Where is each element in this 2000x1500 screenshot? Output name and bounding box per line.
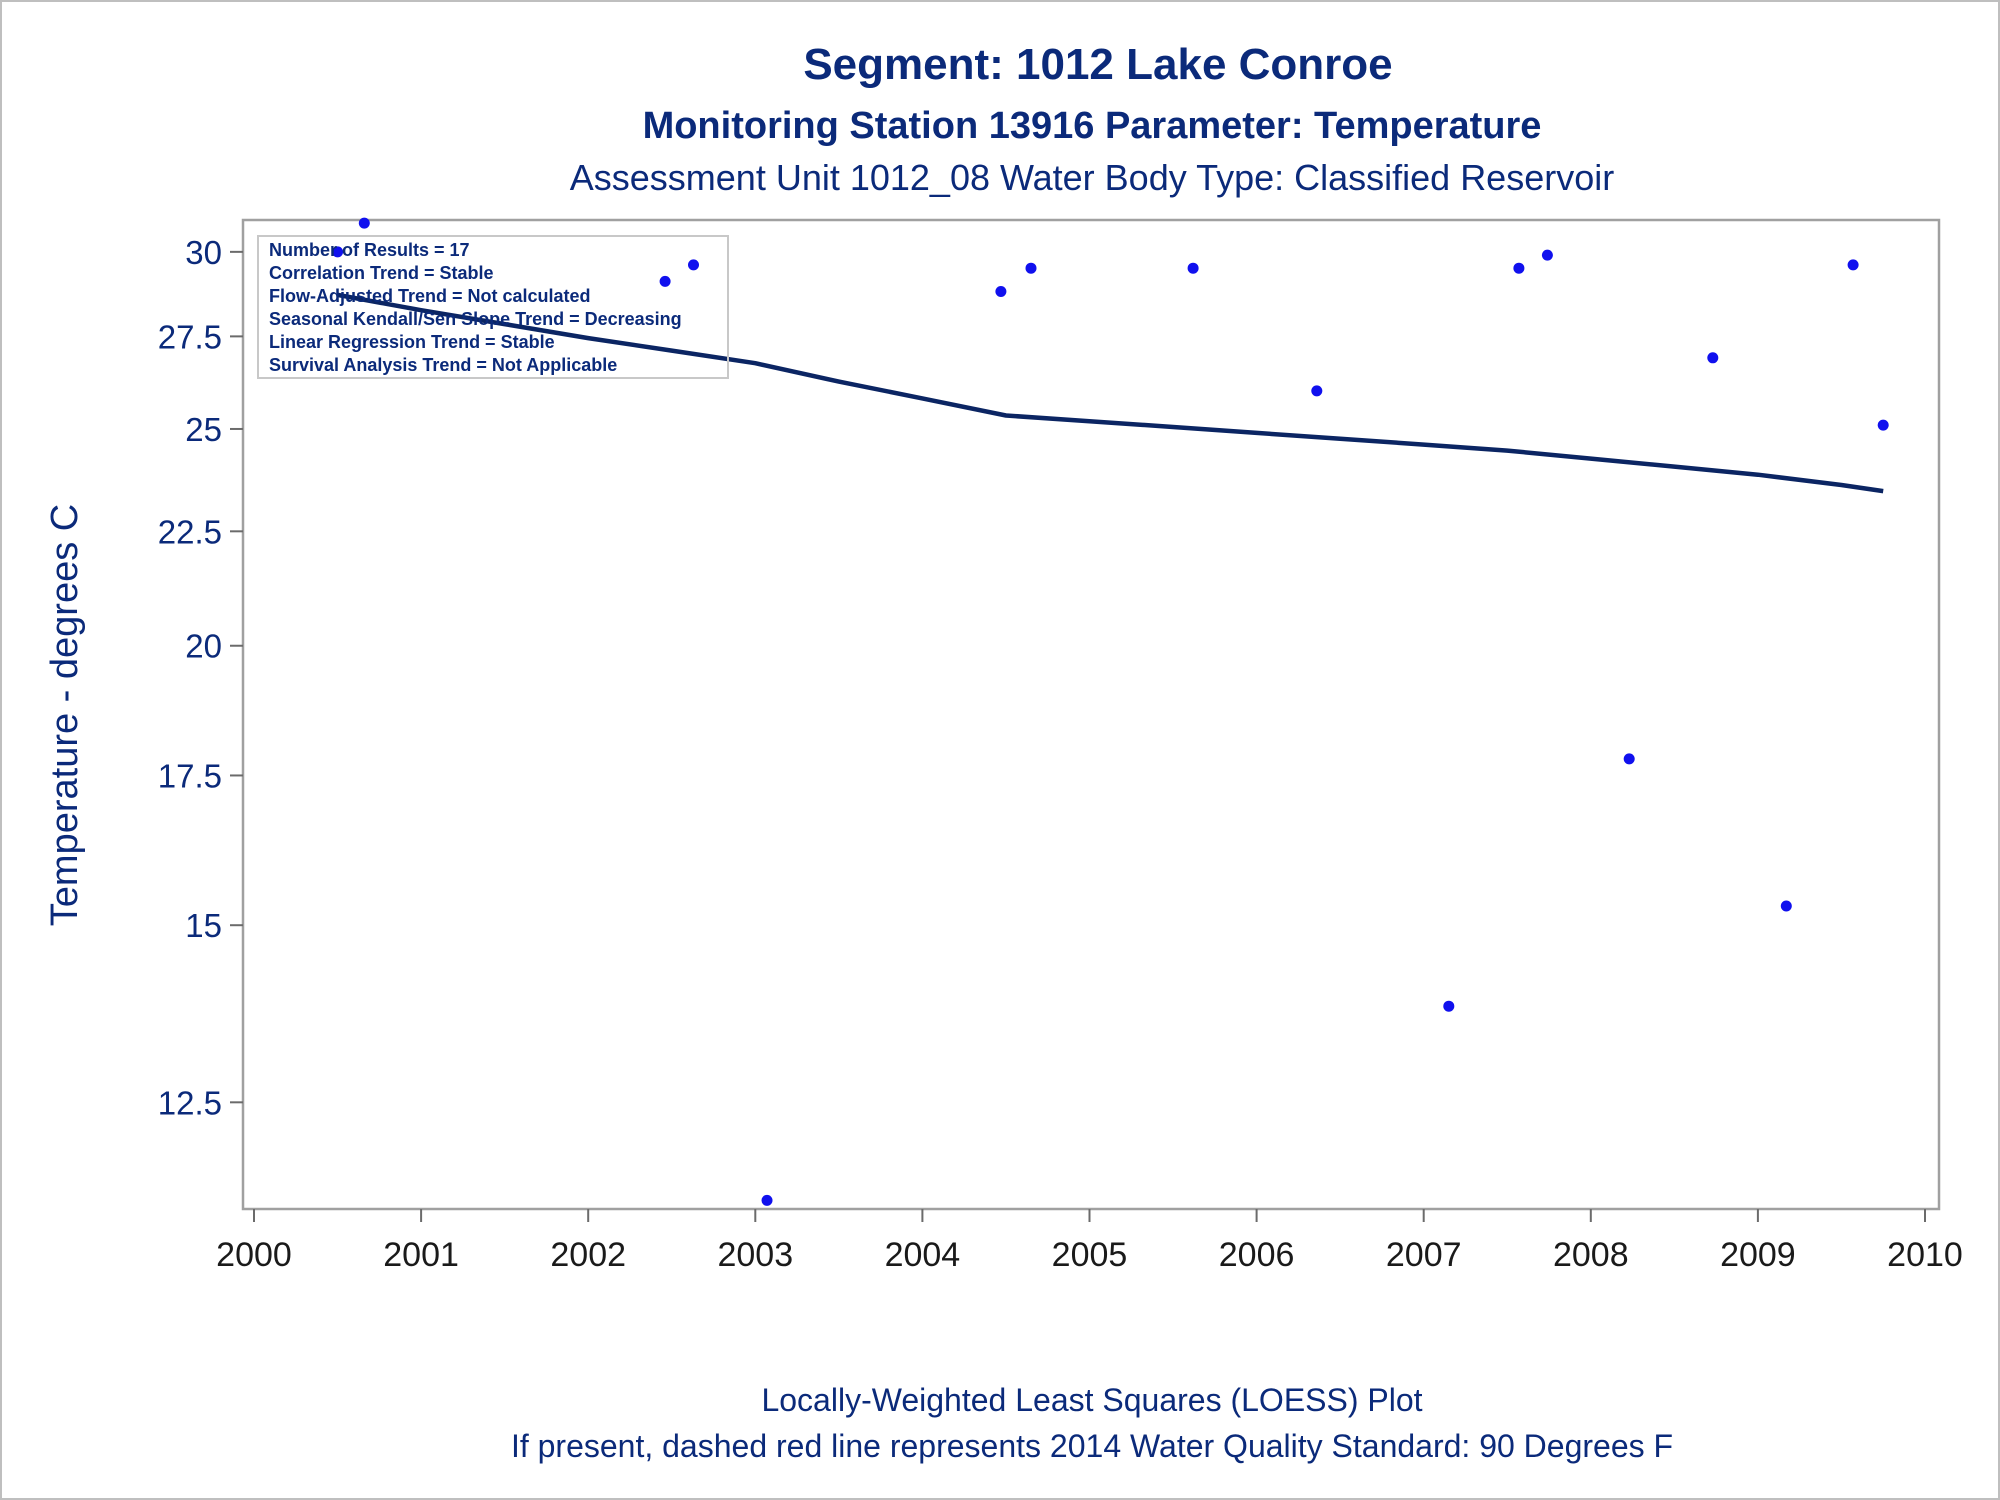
x-tick-label: 2003 — [717, 1236, 793, 1274]
footnote-2: If present, dashed red line represents 2… — [511, 1428, 1673, 1464]
points-layer — [332, 217, 1889, 1206]
footnote-1: Locally-Weighted Least Squares (LOESS) P… — [761, 1382, 1422, 1418]
loess-layer — [337, 292, 1884, 494]
y-tick-label: 12.5 — [158, 1084, 222, 1121]
plot-area — [241, 218, 1941, 1211]
data-point — [659, 275, 671, 287]
data-point — [1847, 259, 1859, 271]
x-tick-label: 2004 — [885, 1236, 961, 1274]
x-axis: 2000 2001 2002 2003 2004 2005 2006 2007 2008 2009… — [216, 1209, 1963, 1274]
stats-line: Flow-Adjusted Trend = Not calculated — [269, 286, 591, 306]
data-point — [1877, 419, 1889, 431]
stats-line: Number of Results = 17 — [269, 240, 470, 260]
x-tick-label: 2006 — [1219, 1236, 1295, 1274]
chart-subtitle-1: Monitoring Station 13916 Parameter: Temp… — [643, 105, 1542, 147]
data-point — [1623, 753, 1635, 765]
stats-line: Survival Analysis Trend = Not Applicable — [269, 355, 617, 375]
data-point — [1707, 352, 1719, 364]
data-point — [358, 217, 370, 229]
loess-line — [337, 292, 1884, 494]
data-point — [1311, 385, 1323, 397]
stats-box-border — [257, 235, 729, 379]
x-tick-label: 2002 — [550, 1236, 626, 1274]
y-tick-label: 17.5 — [158, 757, 222, 794]
y-tick-label: 15 — [185, 907, 222, 944]
data-point — [688, 259, 699, 271]
chart-subtitle-2: Assessment Unit 1012_08 Water Body Type:… — [570, 157, 1614, 198]
data-point — [1025, 262, 1037, 274]
data-point — [1513, 262, 1525, 274]
stats-line: Correlation Trend = Stable — [269, 263, 494, 283]
x-tick-label: 2007 — [1386, 1236, 1462, 1274]
x-tick-label: 2009 — [1720, 1236, 1796, 1274]
stats-line: Seasonal Kendall/Sen Slope Trend = Decre… — [269, 309, 682, 329]
x-tick-label: 2000 — [216, 1236, 292, 1274]
stats-box: Number of Results = 17 Correlation Trend… — [257, 235, 729, 379]
data-point — [332, 246, 344, 258]
data-point — [1443, 1000, 1455, 1012]
y-tick-label: 25 — [185, 411, 222, 448]
x-tick-label: 2008 — [1553, 1236, 1629, 1274]
data-point — [1780, 900, 1792, 912]
data-point — [761, 1194, 773, 1206]
x-tick-label: 2005 — [1052, 1236, 1128, 1274]
data-point — [1187, 262, 1199, 274]
data-point — [1541, 249, 1553, 261]
y-axis-label: Temperature - degrees C — [44, 504, 86, 926]
y-axis: 12.5 15 17.5 20 22.5 25 27.5 30 — [158, 234, 243, 1121]
y-tick-label: 27.5 — [158, 318, 222, 355]
data-point — [995, 286, 1007, 297]
y-tick-label: 30 — [185, 234, 222, 271]
stats-line: Linear Regression Trend = Stable — [269, 332, 555, 352]
chart-title: Segment: 1012 Lake Conroe — [803, 40, 1392, 89]
y-tick-label: 22.5 — [158, 513, 222, 550]
y-tick-label: 20 — [185, 628, 222, 665]
x-tick-label: 2010 — [1887, 1236, 1963, 1274]
x-tick-label: 2001 — [383, 1236, 459, 1274]
